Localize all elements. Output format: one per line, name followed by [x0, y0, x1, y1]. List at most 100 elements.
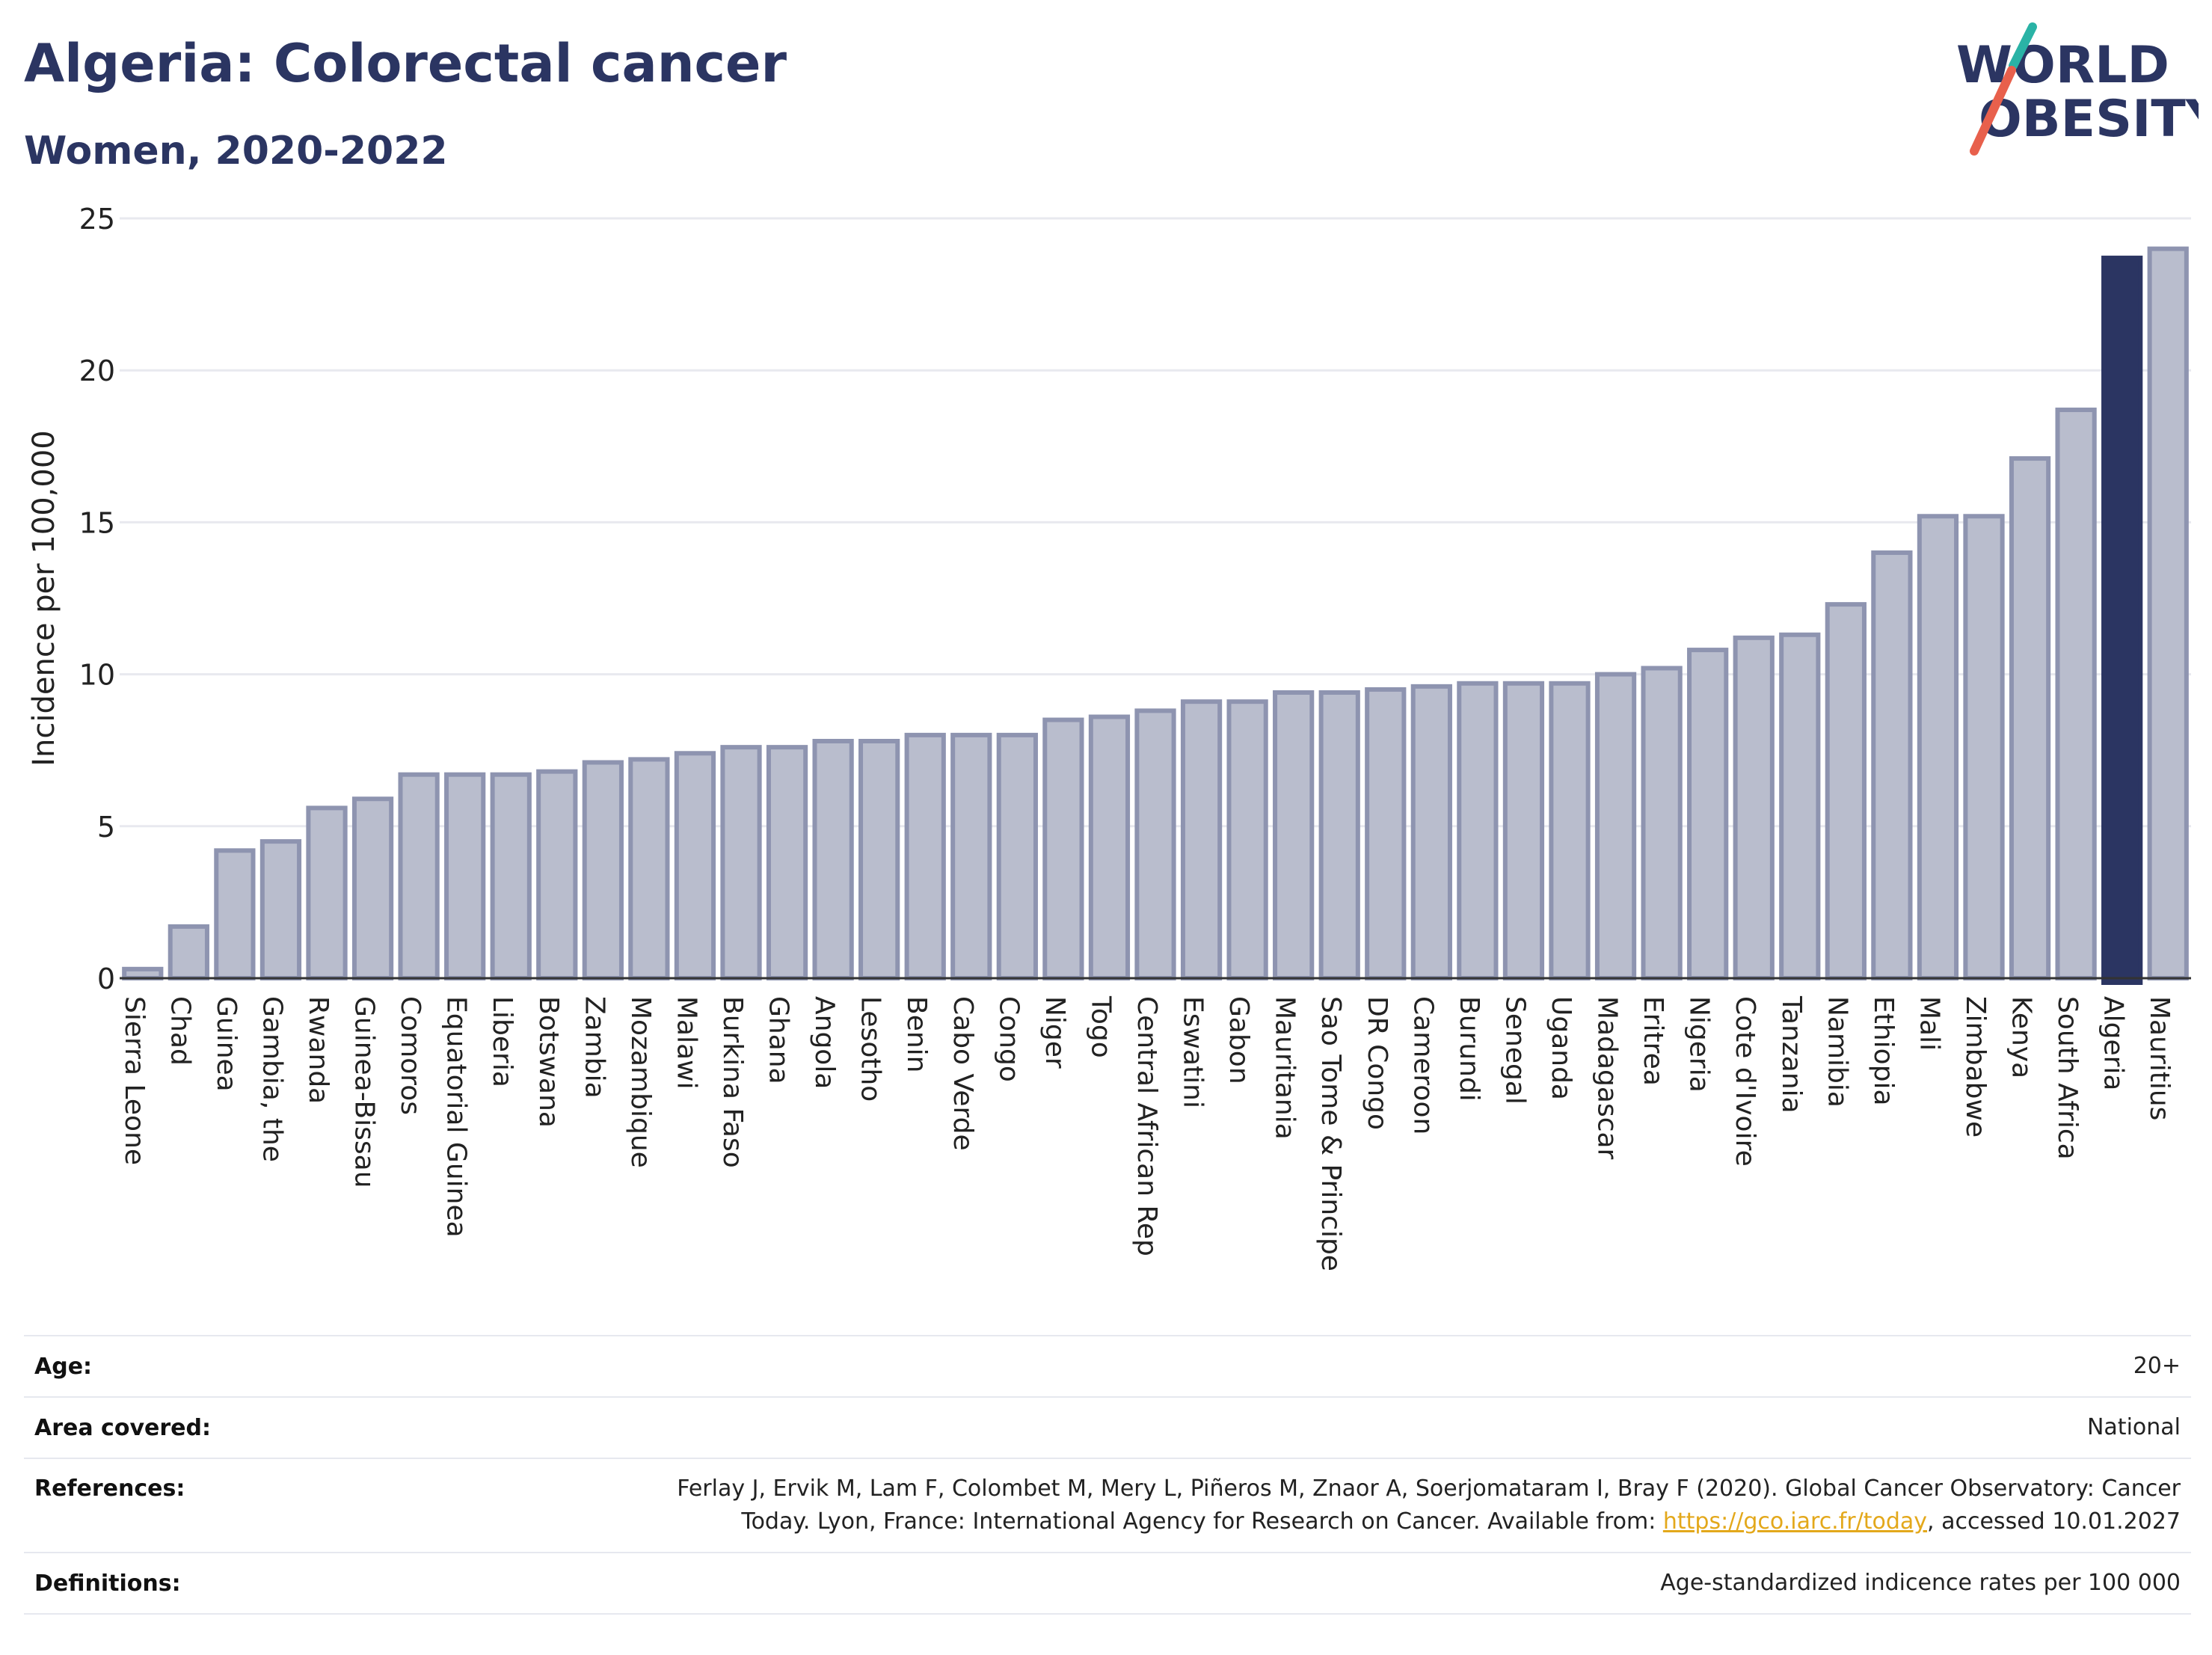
references-link[interactable]: https://gco.iarc.fr/today [1662, 1508, 1928, 1535]
x-tick-label: Gabon [1223, 996, 1254, 1084]
x-tick-label: Botswana [533, 996, 564, 1128]
bar [2055, 408, 2097, 981]
references-value: Ferlay J, Ervik M, Lam F, Colombet M, Me… [419, 1458, 2191, 1553]
x-tick-label: Burundi [1454, 996, 1484, 1102]
bar [1410, 684, 1452, 981]
bar [1365, 687, 1407, 980]
chart-subtitle: Women, 2020-2022 [24, 129, 448, 174]
y-tick-label: 10 [79, 659, 115, 692]
info-row-area: Area covered: National [24, 1396, 2191, 1458]
x-tick-label: Mali [1914, 996, 1944, 1051]
y-tick-label: 5 [97, 811, 115, 844]
bar [1917, 514, 1959, 981]
x-tick-label: Cabo Verde [947, 996, 978, 1151]
bar [858, 739, 900, 980]
bar [444, 772, 486, 980]
bar [1502, 681, 1545, 980]
bar [1088, 714, 1131, 980]
bar [1825, 602, 1867, 980]
bar [2101, 255, 2143, 986]
x-tick-label: Equatorial Guinea [441, 996, 472, 1238]
bar [582, 760, 624, 980]
x-tick-label: Mauritania [1270, 996, 1300, 1140]
bar [122, 966, 164, 980]
x-tick-label: Angola [809, 996, 840, 1089]
y-tick-label: 20 [79, 354, 115, 387]
age-value: 20+ [419, 1335, 2191, 1397]
bar [1733, 635, 1775, 980]
x-tick-label: Zimbabwe [1960, 996, 1991, 1137]
bar [720, 745, 762, 980]
x-tick-label: Malawi [671, 996, 701, 1090]
x-tick-label: Chad [165, 996, 195, 1066]
info-table: Age: 20+ Area covered: National Referenc… [24, 1335, 2191, 1615]
x-tick-label: Liberia [487, 996, 517, 1087]
bar [1273, 690, 1315, 980]
bar [1871, 550, 1913, 981]
x-tick-label: Mozambique [625, 996, 656, 1168]
bar [306, 805, 348, 981]
x-tick-label: Cote d'Ivoire [1730, 996, 1760, 1167]
bar [1779, 632, 1821, 980]
logo-line2: OBESITY [1979, 90, 2199, 149]
references-suffix: , accessed 10.01.2027 [1927, 1508, 2181, 1535]
x-tick-label: Kenya [2006, 996, 2037, 1078]
bar-layer [122, 246, 2189, 986]
bar [1687, 648, 1729, 980]
definitions-value: Age-standardized indicence rates per 100… [419, 1552, 2191, 1615]
x-tick-label: Guinea [211, 996, 242, 1092]
bar [812, 739, 854, 980]
bar [950, 732, 992, 980]
info-row-definitions: Definitions: Age-standardized indicence … [24, 1552, 2191, 1615]
x-tick-label: Madagascar [1592, 996, 1623, 1160]
x-tick-label: Cameroon [1407, 996, 1438, 1134]
x-tick-label: Lesotho [855, 996, 886, 1102]
x-tick-label: South Africa [2052, 996, 2083, 1160]
bar [1180, 699, 1223, 981]
x-tick-label: Guinea-Bissau [349, 996, 380, 1188]
x-tick-label: Ethiopia [1868, 996, 1899, 1106]
x-tick-label: Eswatini [1178, 996, 1208, 1108]
x-tick-label: Mauritius [2144, 996, 2175, 1120]
bar [1641, 666, 1683, 980]
chart-title: Algeria: Colorectal cancer [24, 33, 787, 94]
bar [904, 732, 946, 980]
x-tick-label: Zambia [579, 996, 609, 1099]
bar [674, 751, 716, 980]
x-tick-label: Tanzania [1776, 995, 1807, 1114]
references-line2-text: Today. Lyon, France: International Agenc… [741, 1508, 1663, 1535]
bar [2147, 246, 2189, 980]
x-tick-label: Sao Tome & Principe [1315, 996, 1346, 1271]
x-tick-label: Senegal [1499, 996, 1530, 1105]
bar [766, 745, 808, 980]
x-tick-label: Algeria [2098, 996, 2129, 1091]
logo-slash-teal [2009, 22, 2037, 70]
x-tick-label: Togo [1085, 995, 1116, 1058]
x-tick-label: Central African Rep [1131, 996, 1162, 1256]
x-tick-label: Namibia [1822, 996, 1852, 1108]
bar [1457, 681, 1499, 980]
bar [214, 848, 256, 981]
x-tick-label: Ghana [764, 996, 794, 1084]
age-label: Age: [24, 1335, 419, 1397]
x-tick-label: Niger [1039, 996, 1070, 1069]
y-tick-label: 15 [79, 506, 115, 539]
definitions-label: Definitions: [24, 1552, 419, 1615]
bar [1594, 672, 1637, 980]
logo-slash-red [1970, 66, 2016, 156]
x-tick-label: DR Congo [1362, 996, 1392, 1130]
info-row-age: Age: 20+ [24, 1335, 2191, 1397]
x-tick-label: Benin [901, 996, 932, 1072]
world-obesity-logo: WORLD OBESITY [1956, 22, 2199, 156]
bar [536, 769, 578, 980]
references-line1: Ferlay J, Ervik M, Lam F, Colombet M, Me… [677, 1476, 2181, 1502]
info-row-references: References: Ferlay J, Ervik M, Lam F, Co… [24, 1458, 2191, 1553]
bar [1549, 681, 1591, 980]
logo-line1: WORLD [1956, 36, 2169, 95]
bar [996, 732, 1038, 980]
y-axis-label: Incidence per 100,000 [27, 430, 61, 767]
bar [1963, 514, 2005, 981]
bar [628, 757, 670, 981]
bar [398, 772, 440, 980]
x-tick-label: Sierra Leone [119, 996, 150, 1165]
